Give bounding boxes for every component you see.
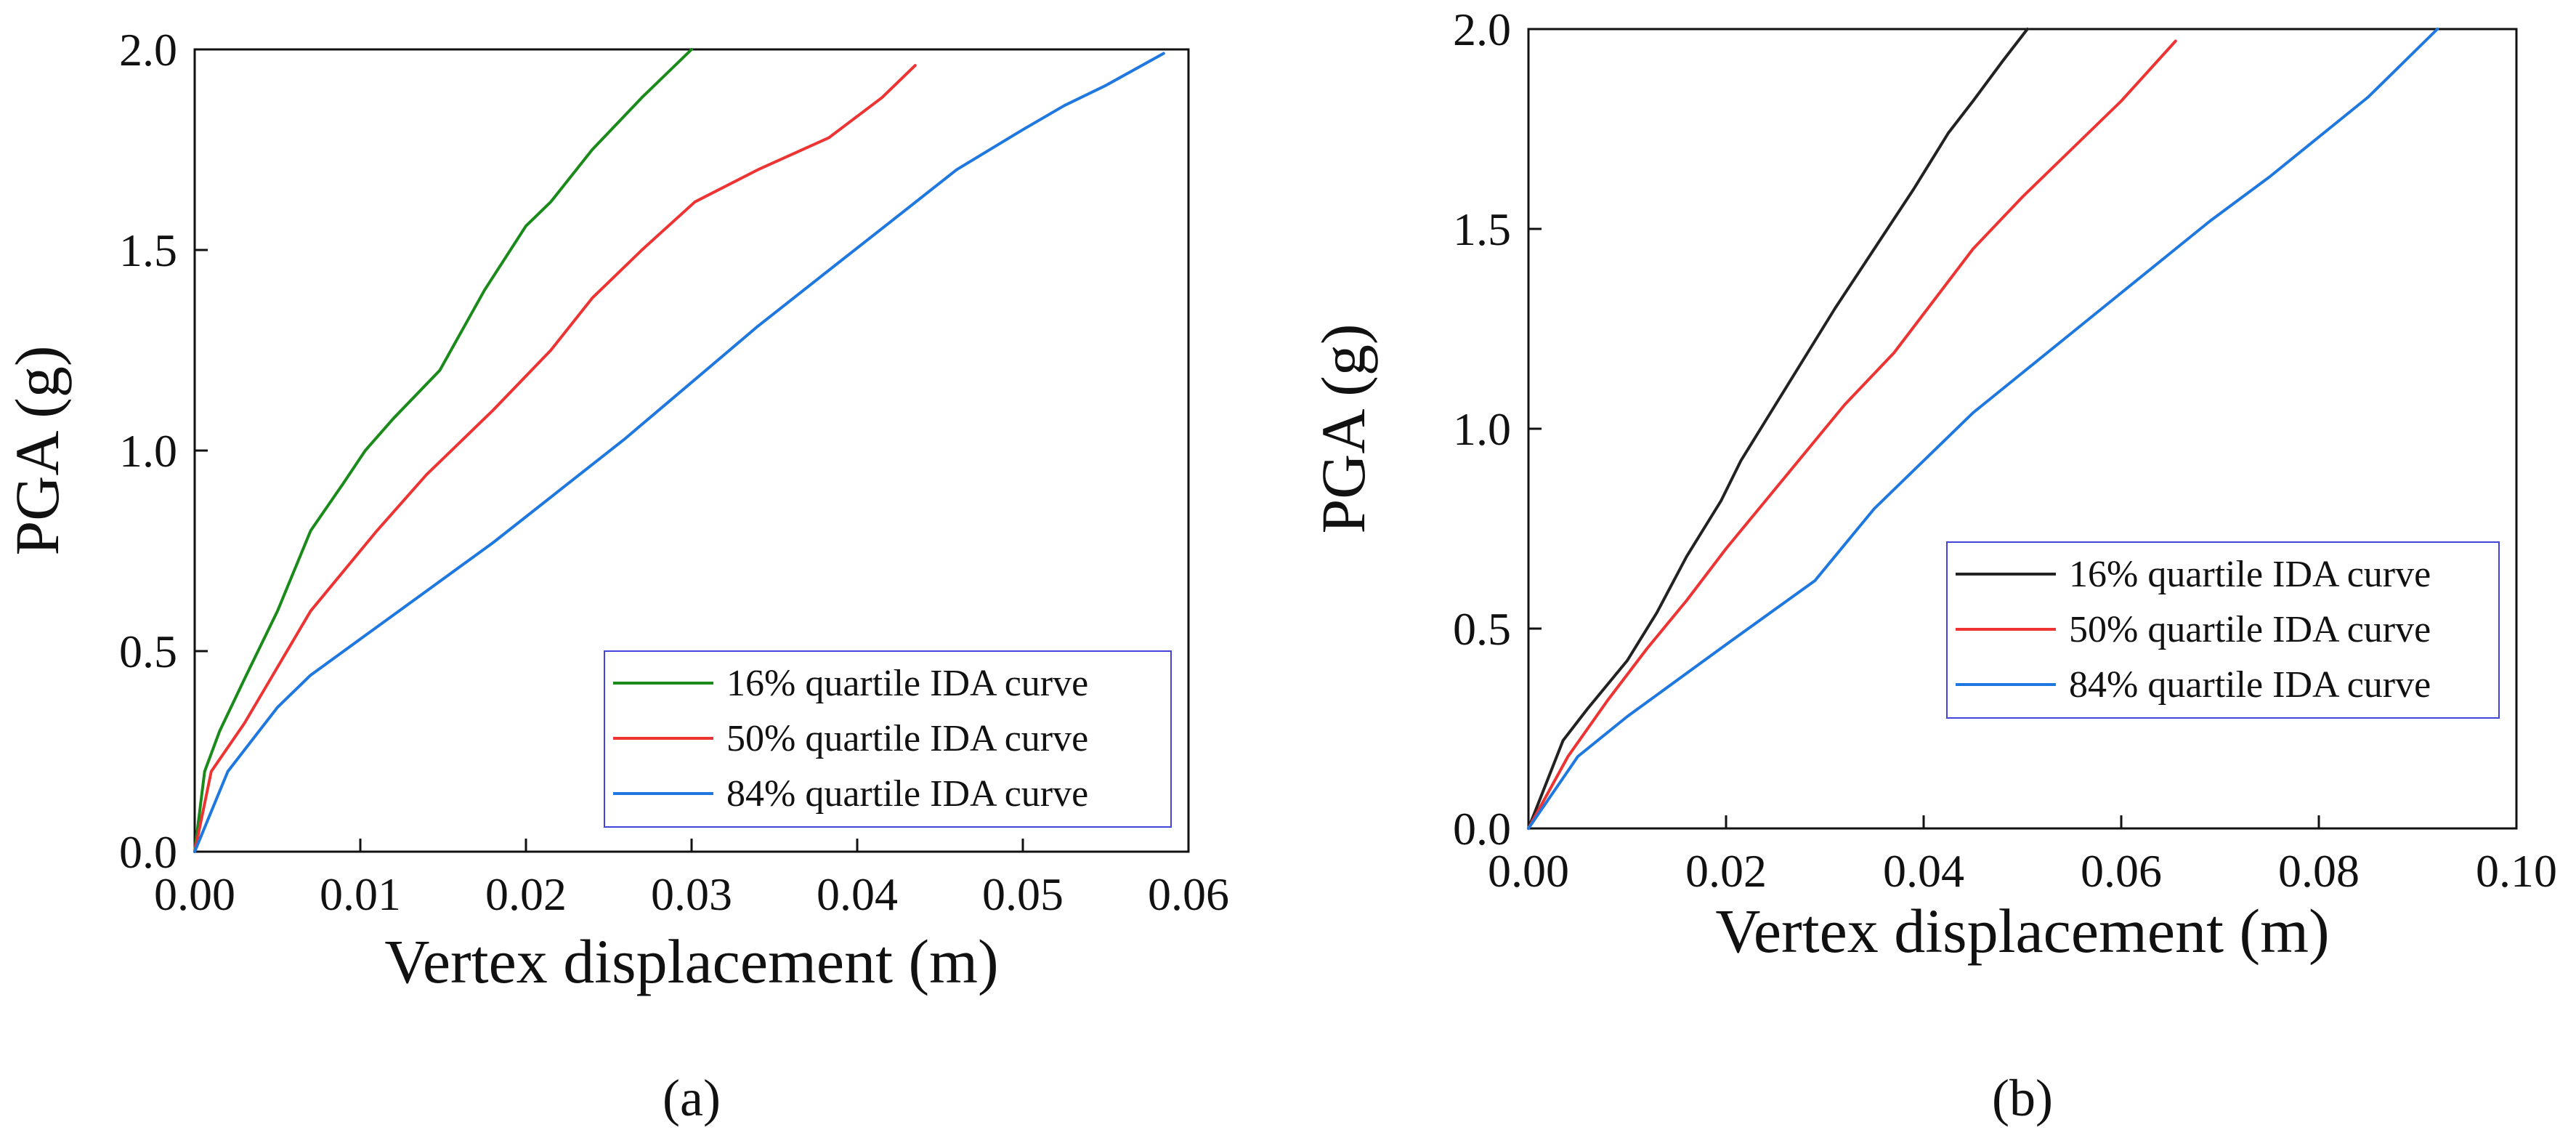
legend-label: 50% quartile IDA curve bbox=[726, 718, 1088, 759]
y-tick-label: 1.0 bbox=[1453, 403, 1511, 455]
series-line-2 bbox=[193, 64, 917, 853]
series-line-2 bbox=[1527, 39, 2177, 830]
x-tick-label: 0.08 bbox=[2278, 845, 2360, 897]
y-tick-label: 0.0 bbox=[1453, 803, 1511, 855]
y-axis-title: PGA (g) bbox=[2, 345, 72, 555]
panel-label: (b) bbox=[1992, 1069, 2053, 1127]
series-line-1 bbox=[1527, 28, 2029, 830]
legend-label: 84% quartile IDA curve bbox=[2069, 664, 2431, 706]
y-tick-label: 1.0 bbox=[119, 425, 177, 477]
chart-panel-b: 0.00 0.02 0.04 0.06 0.08 0.10 0.0 0.5 1.0 1.5 2.0 V… bbox=[1308, 4, 2557, 1127]
legend-label: 16% quartile IDA curve bbox=[726, 663, 1088, 704]
chart-panel-a: 0.00 0.01 0.02 0.03 0.04 0.05 0.06 0.0 0.5 1.0 1.5… bbox=[2, 24, 1229, 1127]
x-tick-label: 0.06 bbox=[1148, 868, 1229, 920]
x-axis-title: Vertex displacement (m) bbox=[384, 927, 998, 996]
x-tick-label: 0.04 bbox=[817, 868, 898, 920]
x-tick-label: 0.10 bbox=[2476, 845, 2557, 897]
series-line-3 bbox=[1527, 28, 2439, 830]
y-tick-label: 2.0 bbox=[119, 24, 177, 76]
x-axis-title: Vertex displacement (m) bbox=[1715, 896, 2329, 966]
series-line-3 bbox=[193, 52, 1165, 853]
legend: 16% quartile IDA curve 50% quartile IDA c… bbox=[604, 650, 1172, 828]
y-tick-label: 0.5 bbox=[1453, 603, 1511, 655]
x-tick-label: 0.03 bbox=[651, 868, 732, 920]
x-tick-label: 0.06 bbox=[2081, 845, 2162, 897]
x-tick-label: 0.00 bbox=[1488, 845, 1569, 897]
x-tick-label: 0.05 bbox=[982, 868, 1064, 920]
y-tick-label: 2.0 bbox=[1453, 4, 1511, 55]
panel-label: (a) bbox=[663, 1069, 721, 1127]
x-tick-label: 0.01 bbox=[320, 868, 401, 920]
legend-label: 50% quartile IDA curve bbox=[2069, 609, 2431, 650]
legend-label: 16% quartile IDA curve bbox=[2069, 554, 2431, 595]
series-line-1 bbox=[193, 48, 693, 853]
y-tick-label: 1.5 bbox=[119, 225, 177, 276]
x-tick-label: 0.02 bbox=[1685, 845, 1767, 897]
y-tick-label: 0.5 bbox=[119, 626, 177, 677]
x-tick-label: 0.04 bbox=[1883, 845, 1964, 897]
y-tick-label: 0.0 bbox=[119, 826, 177, 878]
legend: 16% quartile IDA curve 50% quartile IDA c… bbox=[1946, 541, 2500, 719]
legend-label: 84% quartile IDA curve bbox=[726, 773, 1088, 815]
x-tick-label: 0.00 bbox=[154, 868, 235, 920]
y-tick-label: 1.5 bbox=[1453, 203, 1511, 255]
y-axis-title: PGA (g) bbox=[1308, 323, 1378, 533]
x-tick-label: 0.02 bbox=[485, 868, 567, 920]
